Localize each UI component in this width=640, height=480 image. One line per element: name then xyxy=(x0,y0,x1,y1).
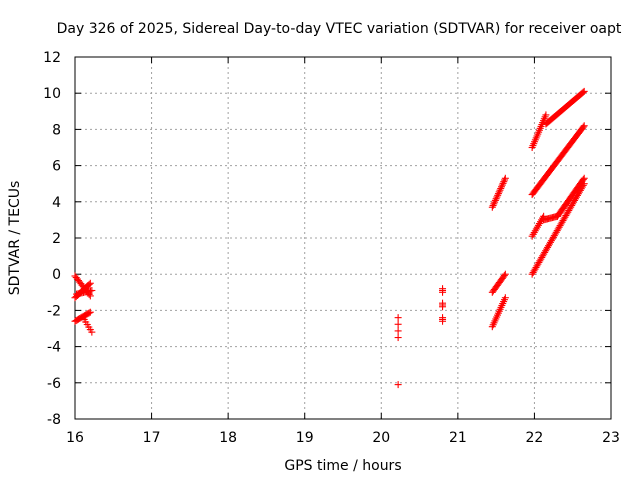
data-point xyxy=(501,176,509,184)
x-tick-label: 20 xyxy=(372,430,390,446)
y-tick-label: 12 xyxy=(43,50,61,66)
data-point xyxy=(394,334,402,342)
data-point xyxy=(494,191,502,199)
chart-title: Day 326 of 2025, Sidereal Day-to-day VTE… xyxy=(57,21,622,37)
y-tick-label: 2 xyxy=(52,231,61,247)
data-point xyxy=(88,328,96,336)
y-axis-label: SDTVAR / TECUs xyxy=(7,181,23,296)
data-point xyxy=(491,198,499,206)
data-point xyxy=(492,195,500,203)
y-tick-label: 10 xyxy=(43,86,61,102)
x-tick-label: 23 xyxy=(602,430,620,446)
data-point xyxy=(394,320,402,328)
y-tick-label: 0 xyxy=(52,267,61,283)
data-point xyxy=(493,193,501,201)
grid xyxy=(75,57,611,419)
data-point xyxy=(497,184,505,192)
data-point xyxy=(542,111,550,119)
data-point xyxy=(498,181,506,189)
data-point xyxy=(86,308,94,316)
x-tick-label: 21 xyxy=(449,430,467,446)
data-point xyxy=(439,317,447,325)
data-point xyxy=(491,196,499,204)
axis-ticks: 16 17 18 19 20 21 22 23 -8 -6 -4 -2 0 2 4 6 8 10 12 xyxy=(43,50,620,446)
x-tick-label: 17 xyxy=(143,430,161,446)
data-point xyxy=(579,88,587,96)
data-point xyxy=(88,286,96,294)
data-point xyxy=(439,303,447,311)
data-point xyxy=(394,314,402,322)
data-point xyxy=(85,280,93,288)
x-tick-label: 19 xyxy=(296,430,314,446)
x-tick-label: 18 xyxy=(219,430,237,446)
data-point xyxy=(495,188,503,196)
data-point xyxy=(500,272,508,280)
data-point xyxy=(489,202,497,210)
data-point xyxy=(579,123,587,131)
data-point xyxy=(496,186,504,194)
y-tick-label: -6 xyxy=(47,376,61,392)
y-tick-label: 6 xyxy=(52,159,61,175)
data-point xyxy=(490,200,498,208)
y-tick-label: -4 xyxy=(47,340,61,356)
data-point xyxy=(501,294,509,302)
data-point xyxy=(85,309,93,317)
y-tick-label: -8 xyxy=(47,412,61,428)
data-point xyxy=(501,174,509,182)
data-point xyxy=(579,181,587,189)
data-point xyxy=(501,270,509,278)
x-tick-label: 16 xyxy=(66,430,84,446)
data-point xyxy=(580,180,588,188)
data-point xyxy=(499,179,507,187)
y-tick-label: 8 xyxy=(52,122,61,138)
data-point xyxy=(86,279,94,287)
data-point xyxy=(494,190,502,198)
data-point xyxy=(580,122,588,130)
data-point xyxy=(498,183,506,191)
data-points xyxy=(71,87,588,389)
data-point xyxy=(488,203,496,211)
data-point xyxy=(439,288,447,296)
data-point xyxy=(394,327,402,335)
y-tick-label: 4 xyxy=(52,195,61,211)
x-axis-label: GPS time / hours xyxy=(284,458,401,474)
x-tick-label: 22 xyxy=(526,430,544,446)
data-point xyxy=(580,87,588,95)
data-point xyxy=(500,178,508,186)
data-point xyxy=(394,381,402,389)
y-tick-label: -2 xyxy=(47,303,61,319)
